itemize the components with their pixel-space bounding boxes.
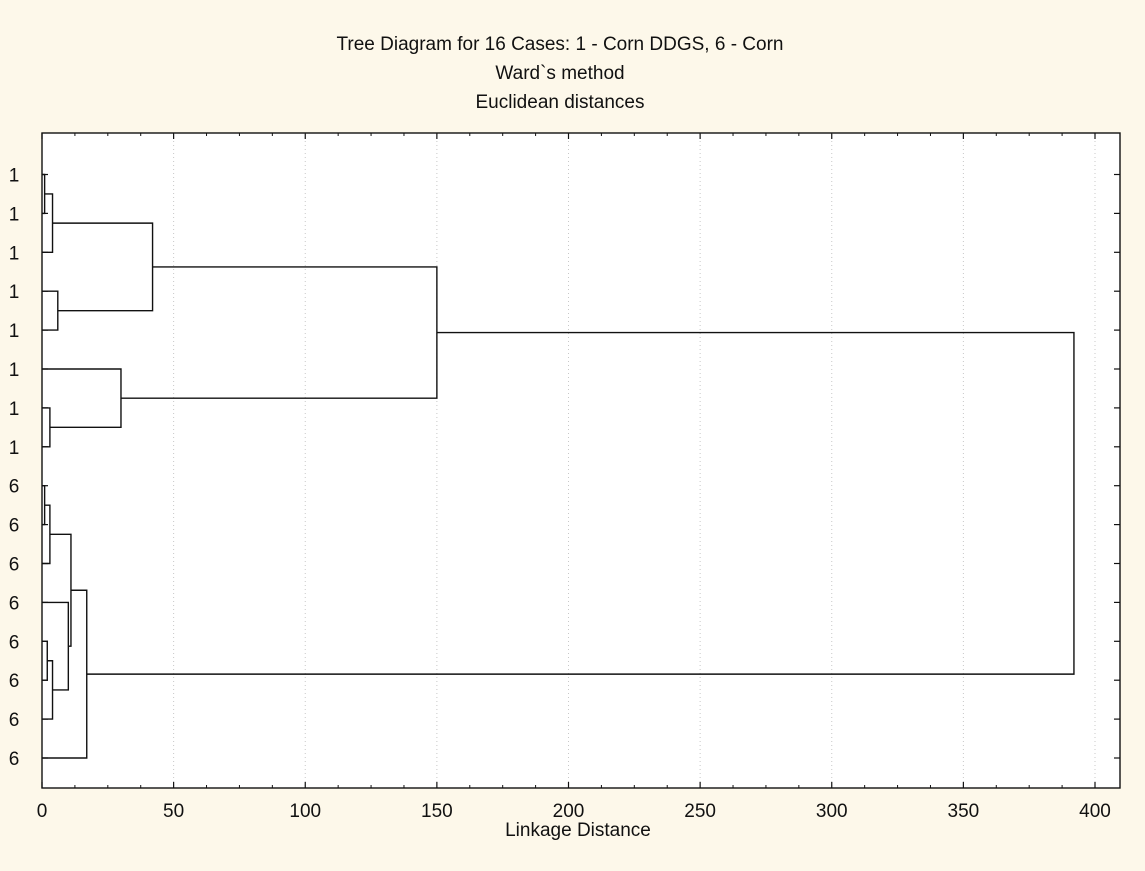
x-tick-label-6: 300 [816, 801, 848, 822]
x-tick-label-8: 400 [1079, 801, 1111, 822]
leaf-label-9: 6 [9, 516, 20, 537]
leaf-label-1: 1 [9, 204, 20, 225]
x-axis-ticks: 0 50 100 150 200 250 300 350 400 [37, 133, 1111, 822]
dendrogram-links [42, 173, 1075, 759]
leaf-label-6: 1 [9, 399, 20, 420]
leaf-label-3: 1 [9, 282, 20, 303]
x-tick-label-1: 50 [163, 801, 184, 822]
x-tick-label-7: 350 [948, 801, 980, 822]
leaf-label-7: 1 [9, 438, 20, 459]
leaf-label-10: 6 [9, 555, 20, 576]
leaf-label-2: 1 [9, 243, 20, 264]
x-tick-label-0: 0 [37, 801, 48, 822]
leaf-label-13: 6 [9, 671, 20, 692]
leaf-label-5: 1 [9, 360, 20, 381]
leaf-label-4: 1 [9, 321, 20, 342]
chart-title: Tree Diagram for 16 Cases: 1 - Corn DDGS… [337, 34, 784, 113]
leaf-label-15: 6 [9, 749, 20, 770]
x-tick-label-4: 200 [553, 801, 585, 822]
leaf-label-11: 6 [9, 593, 20, 614]
leaf-label-8: 6 [9, 477, 20, 498]
dendrogram-link-14 [86, 331, 1075, 675]
chart-title-line-2: Ward`s method [495, 63, 624, 84]
leaf-label-14: 6 [9, 710, 20, 731]
chart-title-line-3: Euclidean distances [476, 92, 645, 113]
plot-area [41, 132, 1121, 789]
chart-title-line-1: Tree Diagram for 16 Cases: 1 - Corn DDGS… [337, 34, 784, 55]
leaf-labels: 1 1 1 1 1 1 1 1 6 6 6 6 6 6 6 6 [9, 166, 1120, 770]
x-tick-label-5: 250 [684, 801, 716, 822]
x-tick-label-3: 150 [421, 801, 453, 822]
x-axis-title: Linkage Distance [505, 820, 651, 841]
x-tick-label-2: 100 [289, 801, 321, 822]
leaf-label-0: 1 [9, 166, 20, 187]
leaf-label-12: 6 [9, 632, 20, 653]
